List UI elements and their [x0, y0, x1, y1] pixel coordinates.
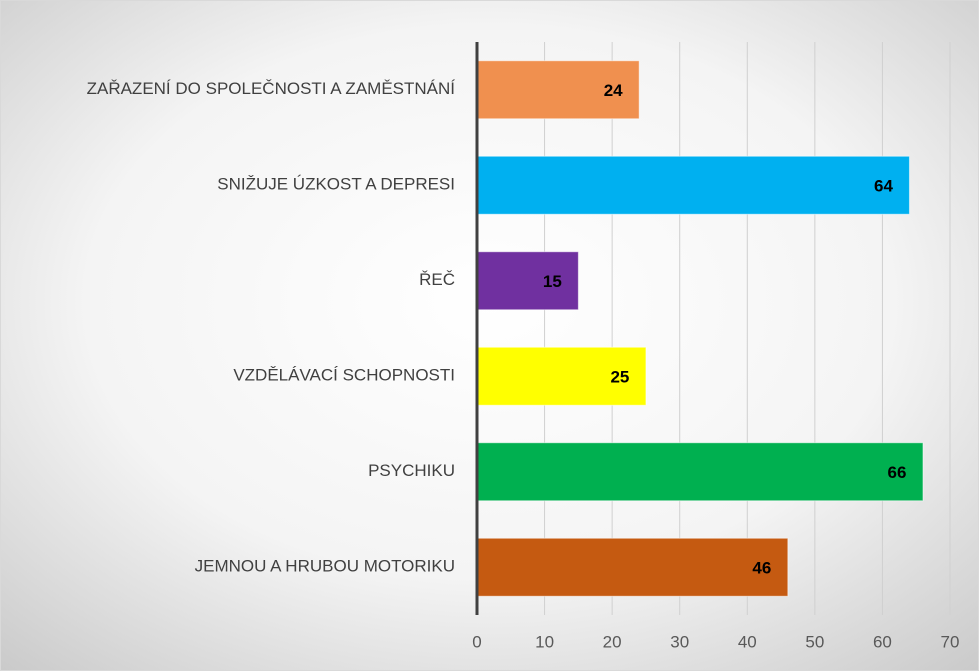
bar — [476, 251, 579, 311]
y-tick-label: SNIŽUJE ÚZKOST A DEPRESI — [217, 175, 455, 194]
value-label: 25 — [610, 368, 629, 387]
y-tick-label: JEMNOU A HRUBOU MOTORIKU — [195, 557, 455, 576]
y-tick-label: ŘEČ — [419, 270, 455, 289]
bar — [476, 537, 789, 597]
x-tick-label: 20 — [603, 632, 622, 651]
value-label: 64 — [874, 177, 893, 196]
x-tick-label: 60 — [873, 632, 892, 651]
x-tick-label: 30 — [670, 632, 689, 651]
bar — [476, 60, 640, 120]
bar — [476, 346, 647, 406]
x-tick-label: 40 — [738, 632, 757, 651]
value-label: 24 — [604, 81, 623, 100]
y-tick-label: ZAŘAZENÍ DO SPOLEČNOSTI A ZAMĚSTNÁNÍ — [87, 79, 456, 98]
y-tick-label: VZDĚLÁVACÍ SCHOPNOSTI — [233, 366, 455, 385]
value-label: 66 — [888, 463, 907, 482]
bar — [476, 155, 910, 215]
x-tick-label: 10 — [535, 632, 554, 651]
value-label: 46 — [752, 559, 771, 578]
x-tick-label: 50 — [805, 632, 824, 651]
x-tick-label: 0 — [472, 632, 481, 651]
x-tick-label: 70 — [941, 632, 960, 651]
value-label: 15 — [543, 272, 562, 291]
y-tick-label: PSYCHIKU — [368, 461, 455, 480]
bar — [476, 442, 924, 502]
